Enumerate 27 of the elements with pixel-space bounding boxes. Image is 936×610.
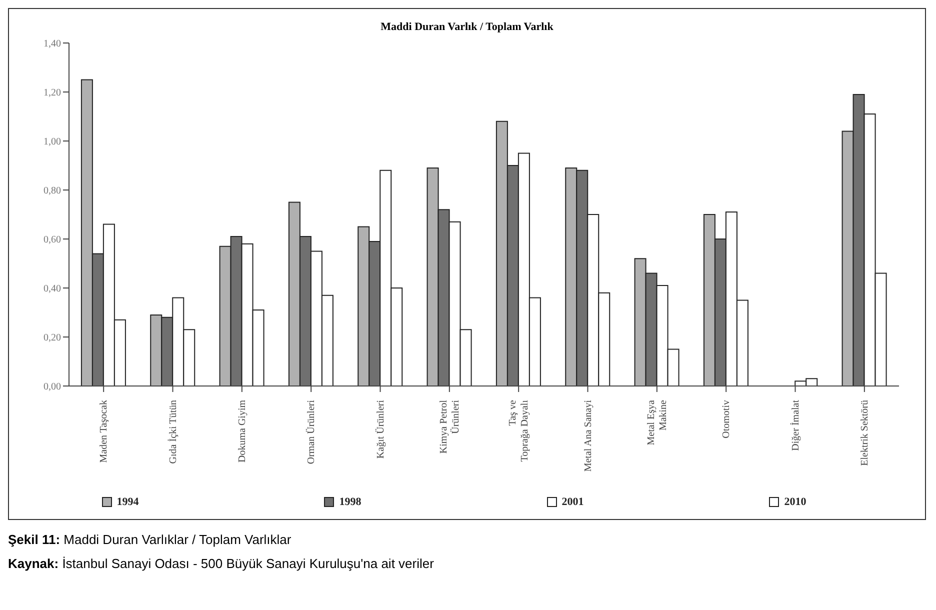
y-tick-label: 0,00 — [44, 382, 61, 393]
x-tick-label: Otomotiv — [721, 400, 732, 438]
text: Şekil 11: Maddi Duran Varlıklar / Toplam Varlıklar — [8, 531, 292, 549]
x-tick-label: Taş ve Toprağa Dayalı — [508, 399, 531, 462]
legend-label: 1998 — [339, 496, 362, 508]
x-tick-label: Gıda İçki Tütün — [166, 400, 179, 464]
x-tick-label: Orman Ürünleri — [305, 400, 318, 464]
x-tick-label: Elektrik Sektörü — [859, 400, 870, 466]
x-tick-label: Dokuma Giyim — [236, 400, 248, 462]
x-tick-label: Kağıt Ürünleri — [374, 400, 386, 459]
y-tick-label: 1,40 — [44, 38, 61, 50]
y-tick-label: 1,00 — [44, 136, 61, 148]
chart-title: Maddi Duran Varlık / Toplam Varlık — [380, 21, 554, 33]
x-tick-label: Diğer İmalat — [789, 400, 802, 451]
y-tick-label: 0,20 — [44, 332, 61, 344]
x-tick-label: Metal Ana Sanayi — [582, 400, 594, 472]
y-tick-label: 0,40 — [44, 284, 61, 295]
legend-label: 2001 — [562, 496, 584, 508]
y-tick-label: 0,80 — [44, 186, 61, 197]
y-tick-label: 1,20 — [44, 88, 61, 99]
x-tick-label: Metal Eşya Makine — [646, 399, 669, 446]
x-tick-label: Kimya Petrol Ürünleri — [438, 400, 462, 454]
legend-label: 2010 — [784, 496, 806, 508]
legend-label: 1994 — [116, 496, 139, 508]
x-tick-label: Maden Taşocak — [98, 400, 110, 463]
text: Kaynak: İstanbul Sanayi Odası - 500 Büyük Sanayi Kuruluşu'na ait veriler — [8, 555, 435, 573]
y-tick-label: 0,60 — [44, 234, 61, 246]
